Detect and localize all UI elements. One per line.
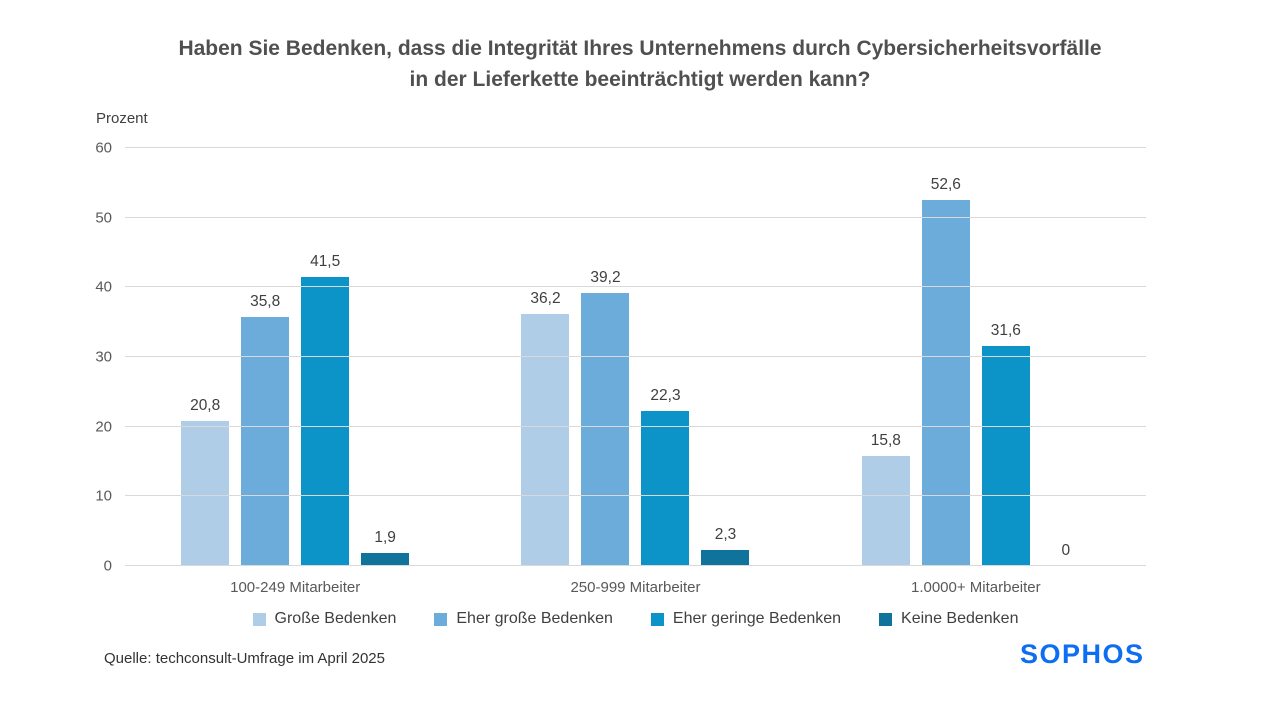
x-axis-category-label: 100-249 Mitarbeiter [230, 579, 361, 596]
y-axis-tick-label: 60 [95, 139, 112, 157]
x-axis-labels: 100-249 Mitarbeiter 250-999 Mitarbeiter 1.… [125, 579, 1146, 596]
bar: 52,6 [921, 176, 970, 566]
legend-item: Eher große Bedenken [434, 610, 613, 628]
legend-label: Eher große Bedenken [456, 610, 613, 627]
bar: 22,3 [641, 387, 690, 566]
gridline [125, 147, 1146, 148]
legend-item: Eher geringe Bedenken [650, 610, 842, 628]
bar-value-label: 35,8 [250, 292, 281, 310]
legend: Große Bedenken Eher große Bedenken Eher ge… [125, 610, 1146, 628]
gridline [125, 425, 1146, 427]
legend-label: Eher geringe Bedenken [672, 610, 842, 627]
bar-value-label: 39,2 [590, 268, 621, 286]
bar: 35,8 [241, 293, 290, 566]
gridline [125, 286, 1146, 288]
bar-value-label: 2,3 [714, 525, 737, 543]
bar-value-label: 15,8 [870, 431, 901, 449]
bar: 39,2 [581, 269, 630, 566]
bar-value-label: 0 [1061, 542, 1071, 559]
x-axis-category-label: 1.0000+ Mitarbeiter [910, 579, 1041, 596]
bar: 20,8 [181, 397, 230, 566]
plot-area: 20,8 35,8 41,5 1,9 36,2 39,2 22,3 2,3 15,8 52,6 31… [125, 147, 1146, 566]
chart-title: Haben Sie Bedenken, dass die Integrität … [0, 33, 1280, 95]
gridline [125, 216, 1146, 218]
bar: 41,5 [301, 253, 350, 566]
bar: 15,8 [861, 432, 910, 566]
y-axis: 0 10 20 30 40 50 60 [56, 140, 112, 575]
y-axis-tick-label: 0 [103, 557, 112, 575]
bar-value-label: 41,5 [310, 252, 341, 270]
legend-swatch-icon [879, 612, 893, 626]
bar: 31,6 [981, 322, 1030, 566]
y-axis-tick-label: 20 [95, 418, 112, 436]
sophos-logo: SOPHOS [1020, 639, 1145, 669]
legend-label: Keine Bedenken [901, 610, 1019, 627]
x-axis-category-label: 250-999 Mitarbeiter [570, 579, 701, 596]
legend-item: Große Bedenken [252, 610, 397, 628]
bar-value-label: 22,3 [650, 386, 681, 404]
y-axis-tick-label: 10 [95, 487, 112, 505]
bar: 2,3 [701, 526, 750, 566]
bar-group: 36,2 39,2 22,3 2,3 [465, 148, 805, 566]
gridline [125, 356, 1146, 357]
bar-value-label: 20,8 [190, 397, 221, 415]
bar-value-label: 1,9 [374, 528, 396, 546]
bar-group: 15,8 52,6 31,6 0 [806, 148, 1146, 566]
bar-value-label: 31,6 [990, 321, 1021, 339]
legend-swatch-icon [252, 612, 266, 626]
source-caption: Quelle: techconsult-Umfrage im April 202… [104, 650, 385, 667]
legend-item: Keine Bedenken [879, 610, 1018, 628]
bar-group: 20,8 35,8 41,5 1,9 [125, 148, 465, 566]
bar: 1,9 [361, 529, 410, 566]
gridline [125, 565, 1146, 566]
bar: 36,2 [521, 290, 570, 566]
legend-label: Große Bedenken [274, 610, 397, 627]
y-axis-tick-label: 50 [95, 209, 112, 227]
legend-swatch-icon [650, 612, 664, 626]
y-axis-tick-label: 30 [95, 348, 112, 366]
bar-value-label: 52,6 [930, 175, 961, 193]
chart-title-line-1: Haben Sie Bedenken, dass die Integrität … [178, 37, 1102, 60]
legend-swatch-icon [434, 612, 448, 626]
bar-value-label: 36,2 [530, 289, 561, 307]
gridline [125, 495, 1146, 497]
chart-title-line-2: in der Lieferkette beeinträchtigt werden… [409, 68, 871, 91]
y-axis-tick-label: 40 [95, 278, 112, 296]
y-axis-unit-label: Prozent [96, 110, 148, 127]
bars-container: 20,8 35,8 41,5 1,9 36,2 39,2 22,3 2,3 15,8 52,6 31… [125, 148, 1146, 566]
